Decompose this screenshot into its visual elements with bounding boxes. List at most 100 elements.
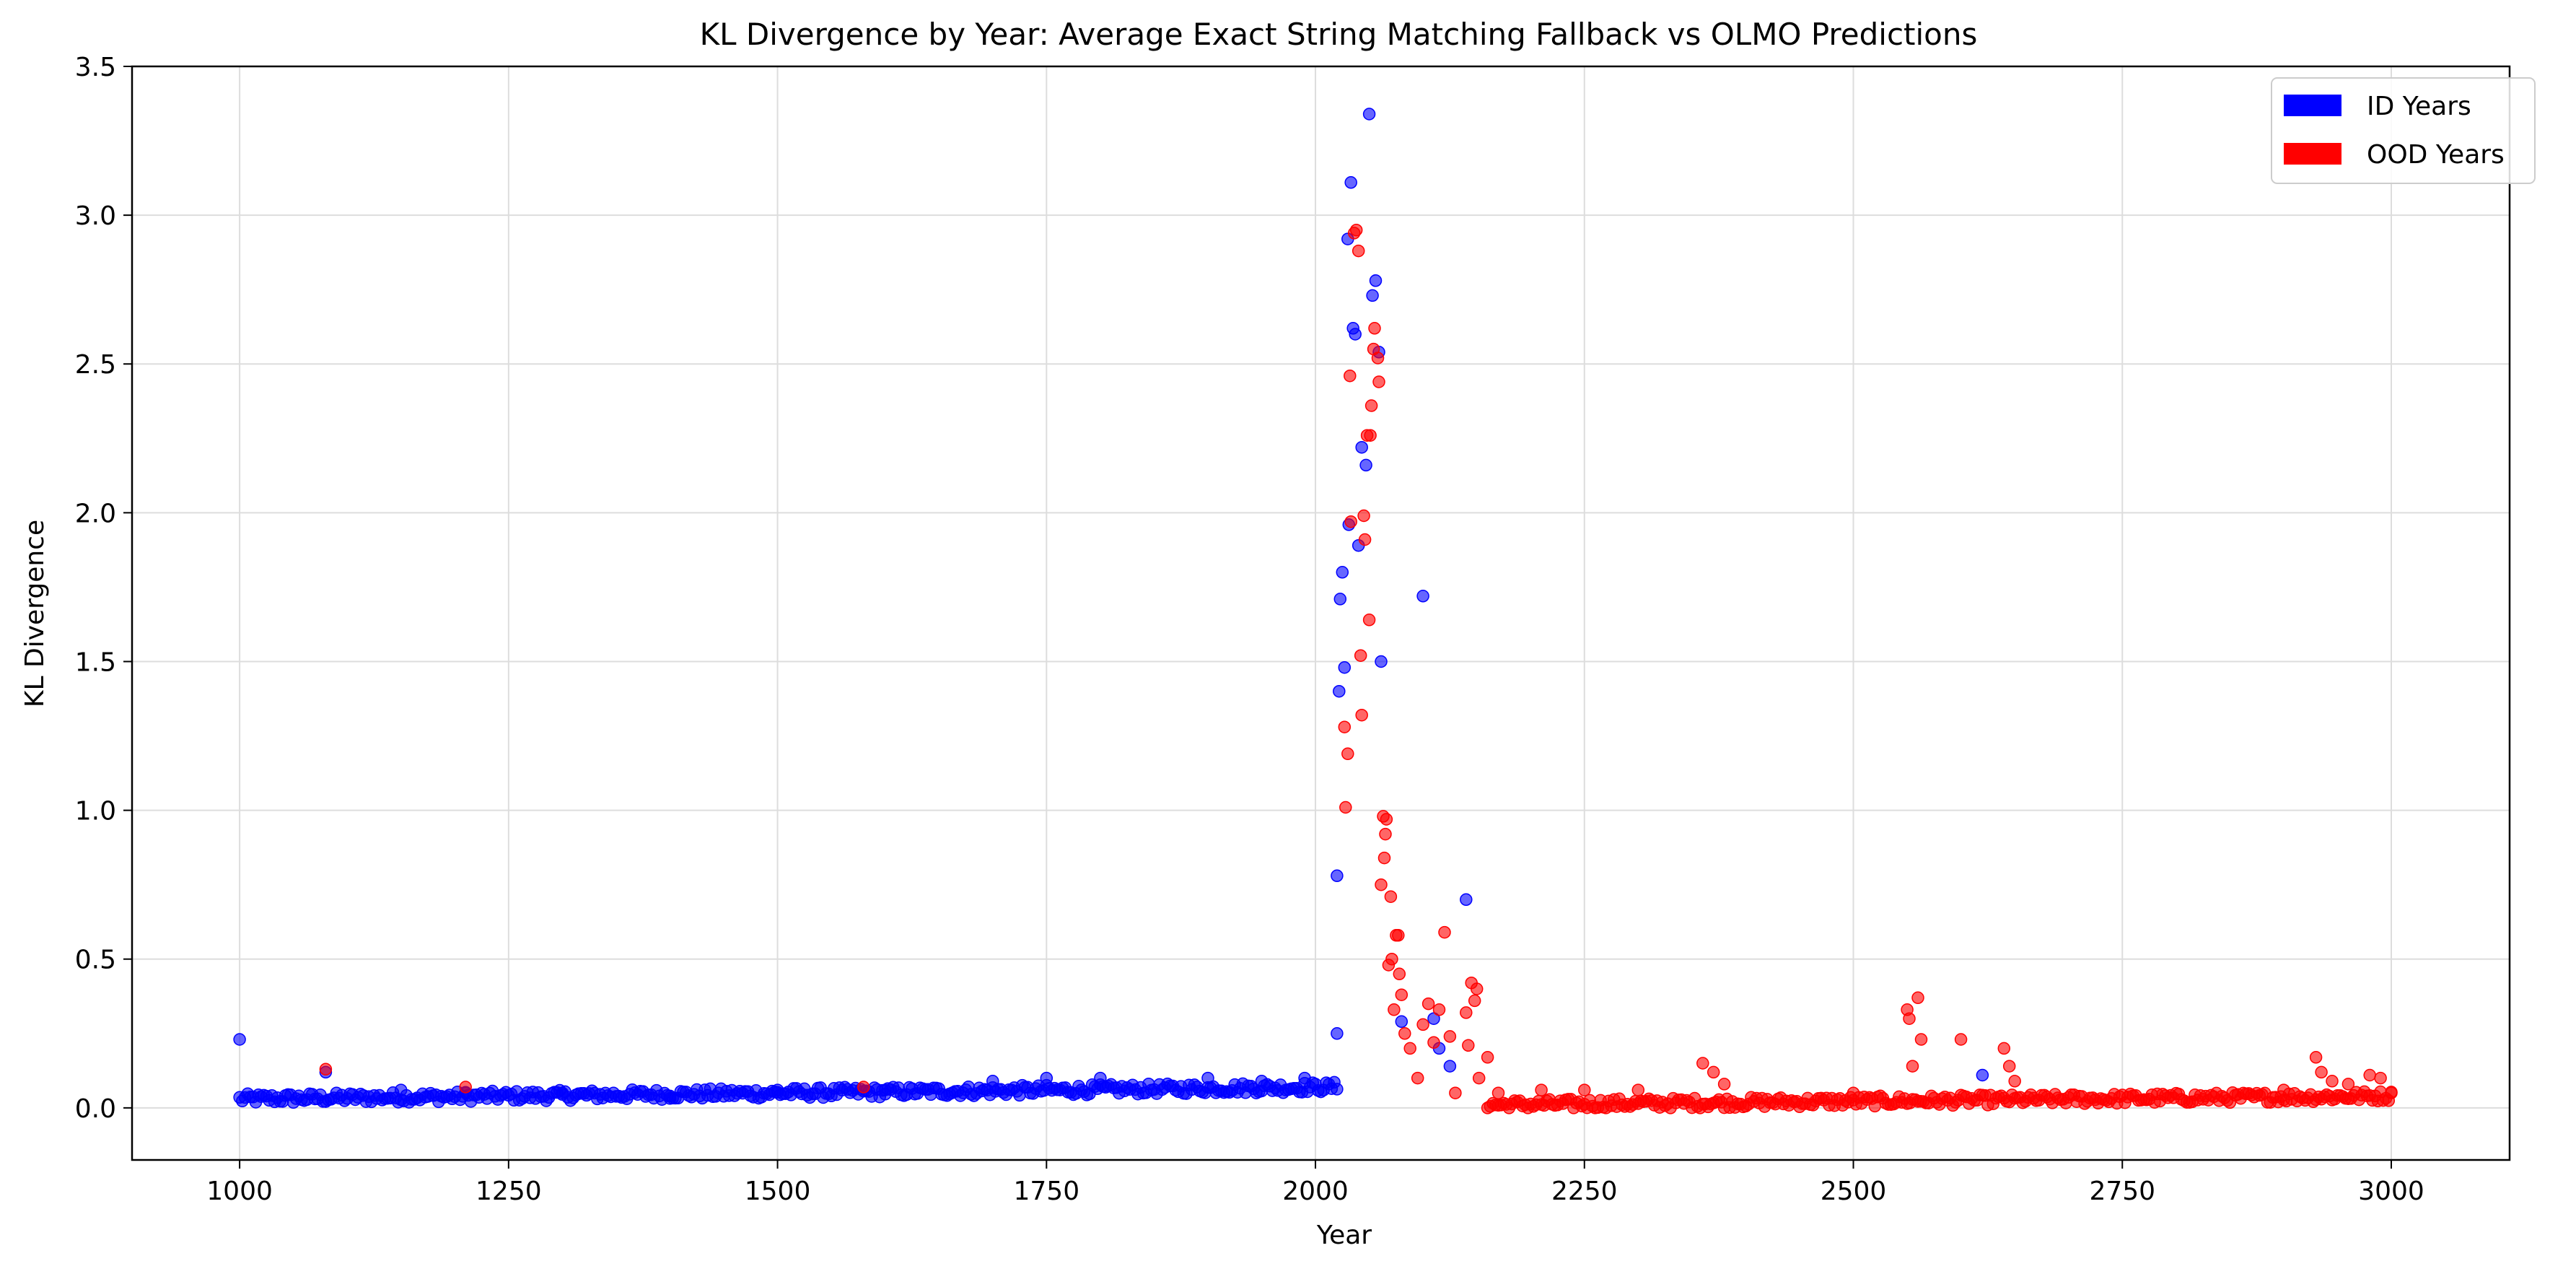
legend-swatch-ood-years	[2284, 143, 2341, 165]
data-point	[1470, 982, 1484, 995]
data-point	[1411, 1071, 1424, 1085]
data-point	[394, 1083, 408, 1096]
x-tick-label: 1750	[1013, 1177, 1079, 1206]
data-point	[1201, 1071, 1214, 1085]
data-point	[1398, 1027, 1411, 1040]
data-point	[1377, 851, 1391, 865]
data-point	[1341, 747, 1354, 761]
data-point	[1472, 1071, 1486, 1085]
data-point	[1354, 649, 1367, 662]
data-point	[1364, 429, 1377, 442]
y-tick-label: 3.5	[75, 53, 116, 82]
data-point	[1359, 458, 1372, 472]
data-point	[1338, 720, 1351, 733]
data-point	[1438, 925, 1451, 939]
x-tick-label: 1000	[206, 1177, 273, 1206]
y-tick-label: 1.5	[75, 647, 116, 677]
data-point	[1355, 440, 1368, 454]
data-point	[1369, 274, 1383, 287]
legend-label-ood-years: OOD Years	[2367, 140, 2505, 170]
data-point	[1372, 375, 1385, 388]
data-point	[2385, 1086, 2398, 1099]
data-point	[1358, 533, 1372, 546]
data-point	[1906, 1060, 1919, 1073]
data-point	[1094, 1071, 1107, 1085]
data-point	[1911, 991, 1924, 1005]
data-point	[2309, 1051, 2323, 1064]
data-point	[1336, 566, 1349, 579]
data-point	[1914, 1033, 1928, 1046]
data-point	[1375, 878, 1388, 891]
data-point	[1040, 1071, 1053, 1085]
data-point	[1846, 1086, 1860, 1099]
data-point	[1631, 1083, 1645, 1096]
data-point	[1976, 1068, 1989, 1082]
data-point	[2374, 1071, 2387, 1085]
data-point	[1481, 1051, 1494, 1064]
data-point	[1427, 1036, 1440, 1049]
data-point	[1362, 108, 1376, 121]
data-point	[1997, 1042, 2011, 1055]
data-point	[1392, 929, 1405, 942]
data-points	[233, 108, 2398, 1114]
data-point	[1707, 1065, 1720, 1079]
data-point	[1395, 988, 1409, 1001]
data-point	[1344, 515, 1357, 528]
data-point	[1333, 593, 1347, 606]
x-axis-ticks: 1000 1250 1500 1750 2000 2250 2500 2750 3000	[206, 1160, 2424, 1206]
data-point	[1491, 1086, 1505, 1099]
data-point	[1351, 244, 1365, 258]
y-tick-label: 3.0	[75, 201, 116, 231]
y-tick-label: 1.0	[75, 797, 116, 826]
data-point	[1344, 369, 1357, 383]
y-axis-label: KL Divergence	[20, 520, 50, 707]
data-point	[1462, 1039, 1475, 1052]
data-point	[1366, 289, 1379, 302]
data-point	[2002, 1060, 2016, 1073]
data-point	[1403, 1042, 1416, 1055]
x-tick-label: 2250	[1551, 1177, 1618, 1206]
x-tick-label: 2500	[1821, 1177, 1887, 1206]
data-point	[1339, 800, 1352, 814]
data-point	[1355, 708, 1368, 722]
data-point	[1395, 1015, 1409, 1029]
data-point	[1954, 1033, 1968, 1046]
data-point	[1379, 827, 1392, 841]
data-point	[1432, 1003, 1446, 1016]
data-point	[1696, 1057, 1709, 1070]
data-point	[1385, 952, 1398, 966]
data-point	[1460, 1006, 1473, 1019]
data-point	[1371, 352, 1385, 365]
data-point	[1362, 614, 1376, 627]
x-axis-label: Year	[1316, 1221, 1372, 1250]
legend-swatch-id-years	[2284, 95, 2341, 116]
data-point	[771, 1083, 784, 1096]
data-point	[1333, 684, 1346, 698]
plot-area-frame	[131, 65, 2511, 1161]
data-point	[1460, 893, 1473, 907]
x-tick-label: 2000	[1282, 1177, 1349, 1206]
data-point	[857, 1081, 870, 1094]
data-point	[1375, 655, 1388, 668]
data-point	[1380, 813, 1393, 826]
data-point	[319, 1063, 333, 1076]
data-point	[1331, 869, 1344, 883]
data-point	[1338, 660, 1351, 674]
baseline-point	[1331, 1083, 1344, 1096]
series-1	[319, 223, 2398, 1114]
data-point	[2326, 1075, 2339, 1088]
data-point	[2341, 1078, 2355, 1091]
data-point	[1393, 967, 1406, 981]
data-point	[663, 1089, 677, 1103]
data-point	[1344, 176, 1357, 189]
data-point	[1535, 1083, 1548, 1096]
data-point	[1421, 997, 1435, 1011]
x-tick-label: 2750	[2089, 1177, 2155, 1206]
data-point	[1368, 322, 1381, 335]
data-point	[2363, 1068, 2376, 1082]
y-tick-label: 2.0	[75, 499, 116, 528]
x-tick-label: 3000	[2358, 1177, 2424, 1206]
data-point	[1416, 590, 1429, 603]
